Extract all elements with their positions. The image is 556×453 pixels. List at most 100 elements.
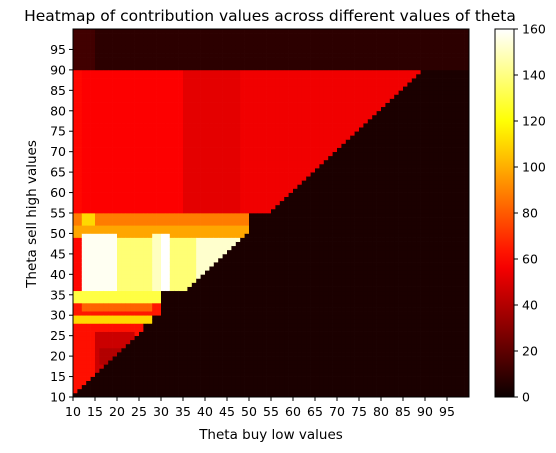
heatmap-cell [222, 73, 228, 79]
heatmap-cell [213, 384, 219, 390]
heatmap-cell [209, 262, 215, 267]
heatmap-cell [222, 29, 228, 34]
heatmap-cell [108, 192, 113, 197]
heatmap-cell [174, 82, 179, 87]
heatmap-cell [112, 364, 118, 369]
heatmap-cell [169, 335, 175, 341]
heatmap-cell [139, 311, 144, 316]
heatmap-cell [178, 233, 184, 238]
heatmap-cell [310, 135, 316, 140]
heatmap-cell [77, 45, 83, 50]
heatmap-cell [108, 368, 113, 373]
heatmap-cell [90, 139, 96, 144]
heatmap-cell [288, 82, 294, 87]
heatmap-cell [77, 208, 83, 214]
heatmap-cell [213, 65, 219, 71]
heatmap-cell [165, 380, 171, 386]
heatmap-cell [284, 151, 289, 157]
heatmap-cell [134, 168, 140, 173]
heatmap-cell [95, 249, 100, 255]
heatmap-cell [205, 127, 210, 132]
heatmap-cell [174, 294, 179, 300]
heatmap-cell [103, 278, 109, 283]
heatmap-cell [293, 37, 298, 42]
heatmap-cell [310, 180, 316, 185]
heatmap-cell [262, 282, 267, 287]
heatmap-cell [165, 225, 171, 230]
heatmap-cell [81, 188, 87, 193]
heatmap-cell [187, 221, 193, 226]
heatmap-cell [178, 388, 184, 394]
heatmap-cell [253, 192, 259, 197]
heatmap-cell [271, 41, 276, 46]
heatmap-cell [81, 221, 87, 226]
heatmap-cell [81, 217, 87, 222]
heatmap-cell [253, 82, 259, 87]
heatmap-cell [86, 200, 91, 206]
heatmap-cell [139, 380, 144, 386]
heatmap-cell [117, 376, 122, 381]
heatmap-cell [253, 372, 259, 377]
heatmap-cell [249, 29, 254, 34]
heatmap-cell [231, 135, 237, 140]
heatmap-cell [99, 118, 105, 124]
heatmap-cell [143, 98, 149, 103]
heatmap-cell [196, 135, 201, 140]
heatmap-cell [152, 200, 157, 206]
heatmap-cell [143, 196, 149, 202]
heatmap-cell [121, 221, 127, 226]
heatmap-cell [275, 245, 281, 251]
heatmap-cell [279, 78, 285, 83]
heatmap-cell [152, 41, 157, 46]
heatmap-cell [73, 143, 78, 148]
heatmap-cell [77, 364, 83, 369]
heatmap-cell [209, 139, 215, 144]
heatmap-cell [77, 131, 83, 136]
heatmap-cell [174, 352, 179, 357]
heatmap-cell [143, 135, 149, 140]
heatmap-cell [196, 163, 201, 169]
heatmap-cell [288, 368, 294, 373]
heatmap-cell [99, 45, 105, 50]
heatmap-cell [275, 192, 281, 197]
heatmap-cell [99, 131, 105, 136]
heatmap-cell [125, 200, 131, 206]
heatmap-cell [205, 270, 210, 275]
heatmap-cell [209, 290, 215, 296]
heatmap-cell [257, 123, 263, 128]
heatmap-cell [99, 78, 105, 83]
heatmap-cell [174, 311, 179, 316]
heatmap-cell [81, 347, 87, 353]
heatmap-cell [209, 53, 215, 58]
heatmap-cell [266, 41, 272, 46]
heatmap-cell [191, 266, 197, 271]
heatmap-cell [306, 327, 311, 332]
heatmap-cell [95, 65, 100, 71]
heatmap-cell [130, 61, 135, 67]
heatmap-cell [86, 131, 91, 136]
heatmap-cell [86, 110, 91, 116]
heatmap-cell [73, 315, 78, 320]
heatmap-cell [279, 184, 285, 189]
heatmap-cell [297, 286, 303, 292]
heatmap-cell [174, 241, 179, 247]
heatmap-cell [161, 278, 166, 283]
heatmap-cell [178, 315, 184, 320]
heatmap-cell [279, 335, 285, 341]
heatmap-cell [161, 229, 166, 234]
heatmap-cell [231, 380, 237, 386]
heatmap-cell [161, 343, 166, 349]
heatmap-cell [103, 274, 109, 279]
heatmap-cell [156, 253, 162, 259]
heatmap-cell [139, 118, 144, 124]
heatmap-cell [139, 147, 144, 153]
heatmap-cell [271, 45, 276, 50]
heatmap-cell [147, 204, 153, 210]
heatmap-cell [183, 131, 188, 136]
heatmap-cell [143, 57, 149, 63]
heatmap-cell [257, 176, 263, 181]
heatmap-cell [244, 37, 250, 42]
heatmap-cell [253, 290, 259, 296]
heatmap-cell [108, 241, 113, 247]
heatmap-cell [244, 139, 250, 144]
